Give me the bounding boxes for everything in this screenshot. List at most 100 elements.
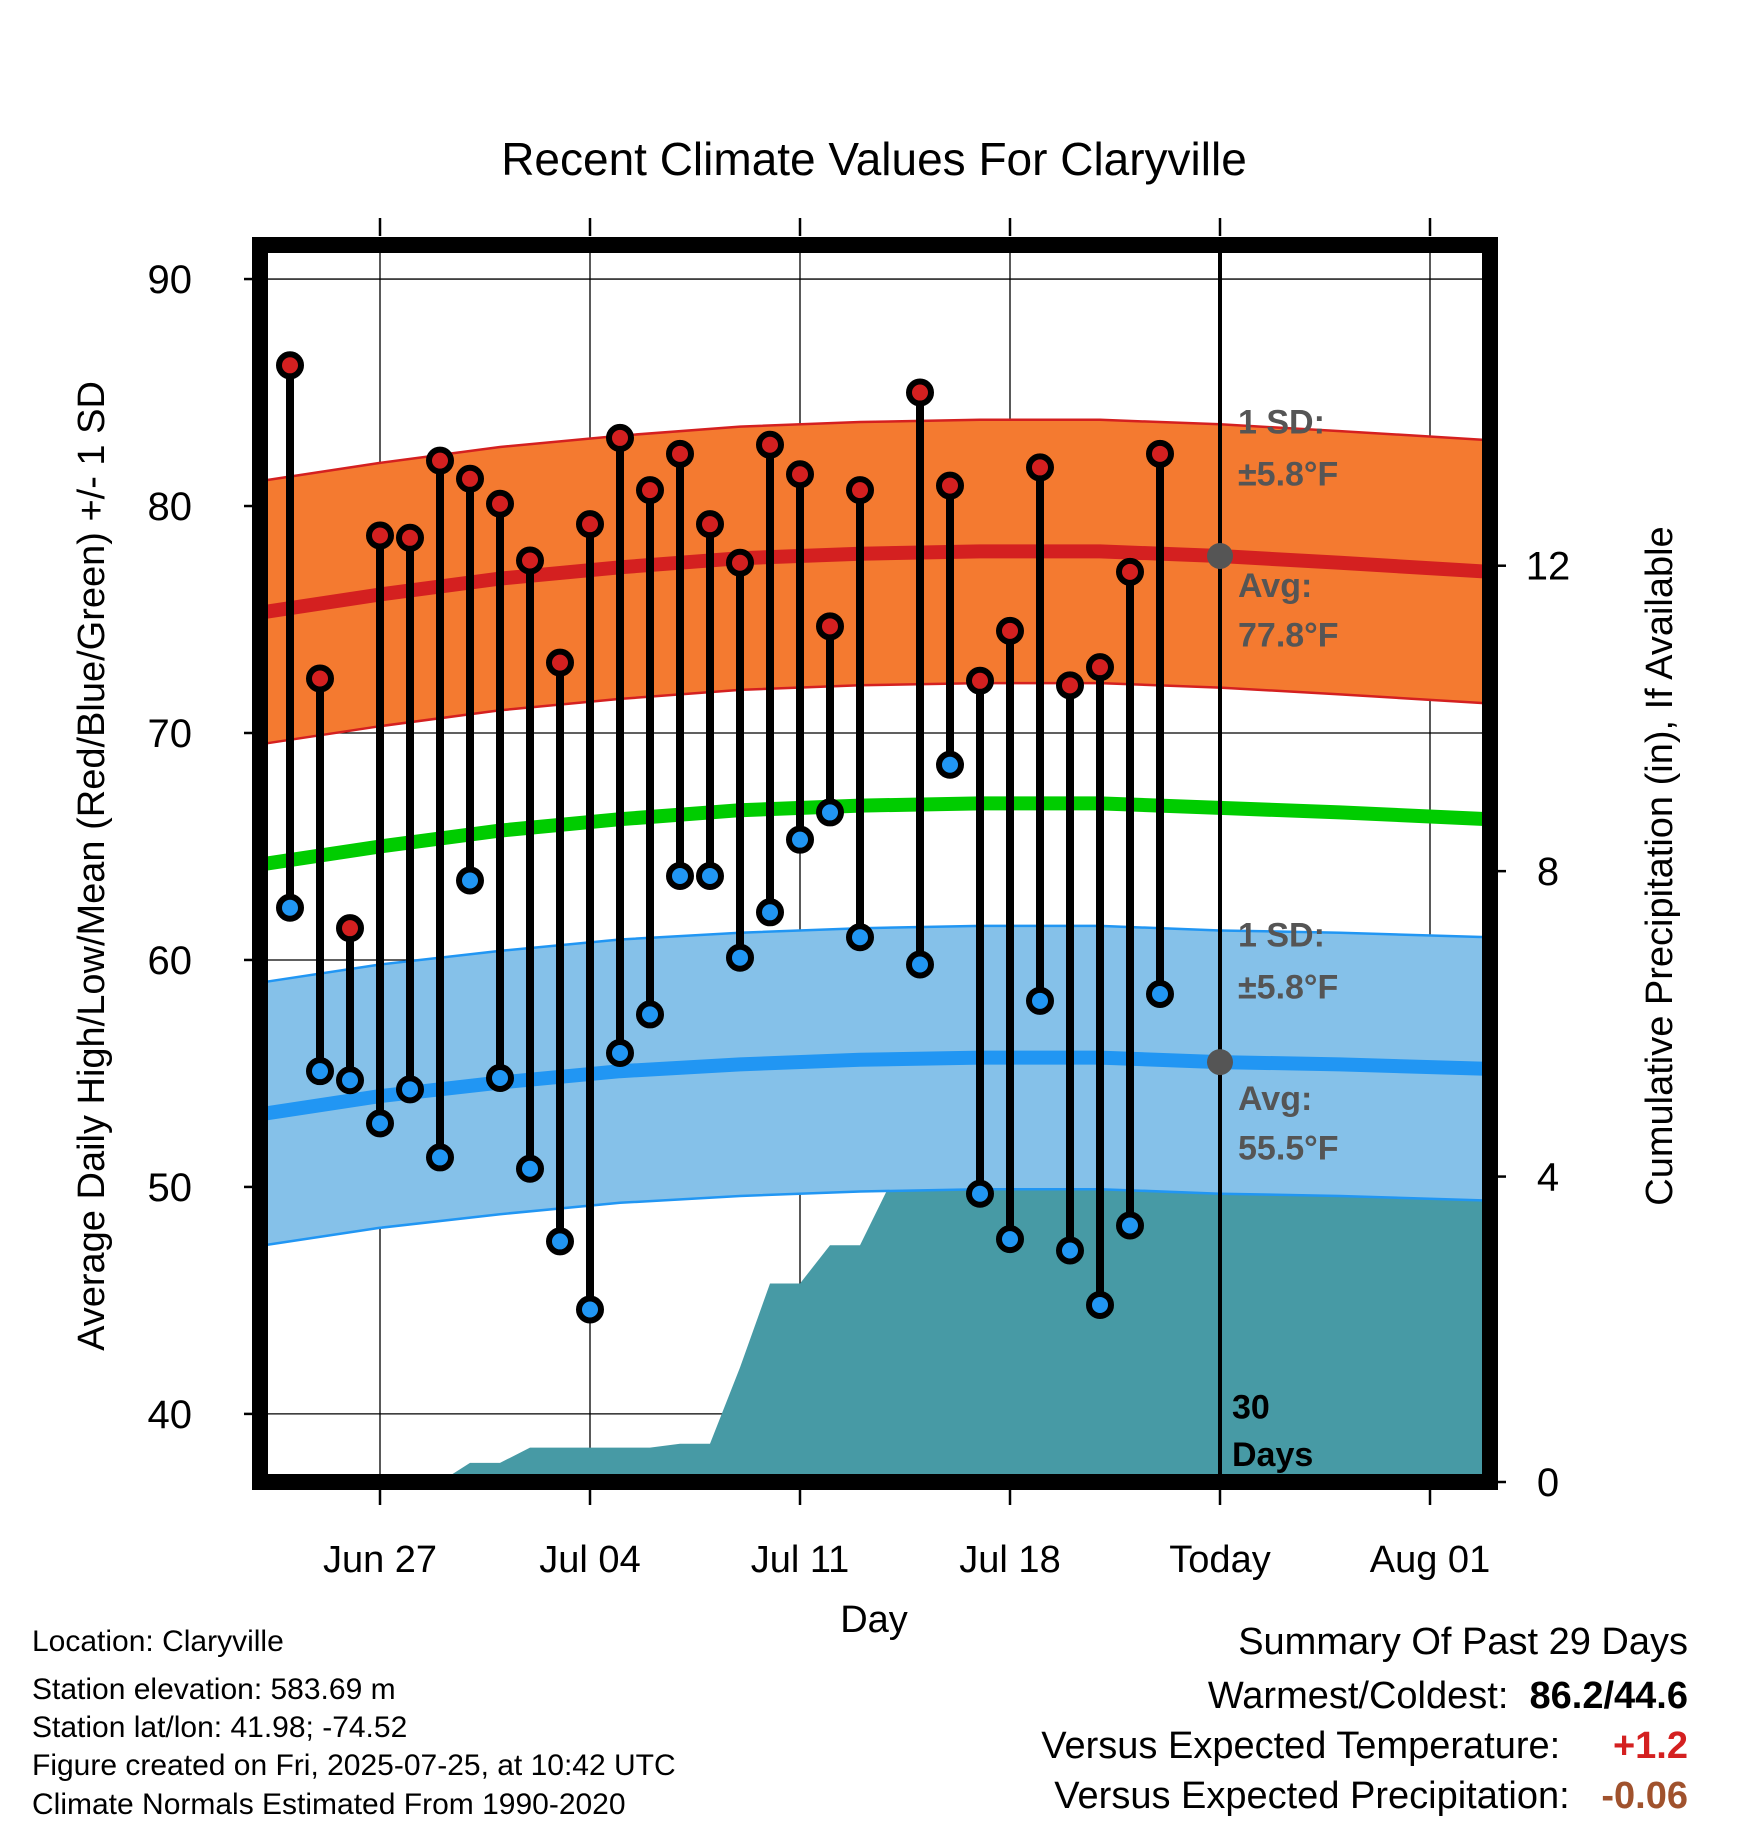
y-tick-label: 80	[148, 485, 193, 529]
low-point	[1056, 1236, 1084, 1265]
info-elevation: Station elevation: 583.69 m	[32, 1673, 396, 1706]
low-point	[666, 861, 694, 890]
low-point	[756, 898, 784, 927]
high-point	[756, 430, 784, 459]
high-point	[546, 648, 574, 677]
low-point	[306, 1057, 334, 1086]
days-label: Days	[1232, 1436, 1313, 1474]
low-point	[1026, 986, 1054, 1015]
low-point	[1116, 1211, 1144, 1240]
high-point	[666, 439, 694, 468]
y2-tick-label: 0	[1537, 1461, 1559, 1505]
high-point	[696, 510, 724, 539]
y2-tick-label: 4	[1537, 1156, 1559, 1200]
low-point	[486, 1063, 514, 1092]
y-axis-label: Average Daily High/Low/Mean (Red/Blue/Gr…	[71, 381, 113, 1351]
low-point	[786, 825, 814, 854]
low-point	[1146, 980, 1174, 1009]
high-point	[306, 664, 334, 693]
today-low-avg-marker	[1207, 1049, 1233, 1076]
summary-temp-value: +1.2	[1612, 1725, 1688, 1767]
low-sd-label: 1 SD:	[1238, 916, 1325, 954]
high-point	[1056, 671, 1084, 700]
low-normal-band-lower	[259, 1187, 1491, 1248]
y-tick-label: 70	[148, 712, 193, 756]
x-tick-label: Aug 01	[1370, 1539, 1490, 1581]
info-latlon: Station lat/lon: 41.98; -74.52	[32, 1711, 408, 1744]
high-point	[1086, 653, 1114, 682]
low-normal-band	[260, 925, 1490, 1246]
x-axis-label: Day	[840, 1599, 908, 1641]
low-point	[816, 798, 844, 827]
high-point	[726, 548, 754, 577]
low-avg-label: Avg:	[1238, 1080, 1312, 1118]
high-point	[426, 446, 454, 475]
low-point	[276, 893, 304, 922]
low-normal-avg-line	[258, 1050, 1491, 1122]
low-point	[996, 1225, 1024, 1254]
precip-area	[260, 1142, 1490, 1482]
low-point	[396, 1075, 424, 1104]
low-point	[606, 1039, 634, 1068]
high-point	[576, 510, 604, 539]
high-point	[516, 546, 544, 575]
low-point	[726, 943, 754, 972]
low-point	[456, 866, 484, 895]
y-tick-label: 60	[148, 939, 193, 983]
summary-warm-cold-value: 86.2/44.6	[1529, 1675, 1688, 1717]
low-point	[846, 923, 874, 952]
low-point	[546, 1227, 574, 1256]
high-point	[1146, 439, 1174, 468]
info-created: Figure created on Fri, 2025-07-25, at 10…	[32, 1749, 676, 1782]
summary-precip-label: Versus Expected Precipitation:	[1054, 1775, 1570, 1817]
x-tick-label: Jul 04	[539, 1539, 640, 1581]
high-point	[936, 471, 964, 500]
high-point	[276, 351, 304, 380]
mean-normal-line	[258, 796, 1491, 872]
summary-temp-label: Versus Expected Temperature:	[1041, 1725, 1561, 1767]
plot-area: 1 SD: ±5.8°F Avg: 77.8°F 1 SD: ±5.8°F Avg: 55.5…	[148, 218, 1571, 1581]
high-point	[966, 666, 994, 695]
summary-temp: Versus Expected Temperature: +1.2	[1041, 1725, 1688, 1768]
high-point	[486, 489, 514, 518]
y-tick-label: 50	[148, 1166, 193, 1210]
x-tick-label: Jul 11	[751, 1539, 850, 1581]
high-point	[906, 378, 934, 407]
low-sd-value: ±5.8°F	[1238, 969, 1338, 1007]
days-count: 30	[1232, 1388, 1270, 1426]
y-tick-label: 90	[148, 258, 193, 302]
high-point	[846, 476, 874, 505]
low-point	[936, 750, 964, 779]
low-point	[366, 1109, 394, 1138]
low-point	[516, 1154, 544, 1183]
low-point	[636, 1000, 664, 1029]
today-high-avg-marker	[1207, 542, 1233, 569]
high-normal-band-upper	[259, 418, 1491, 483]
summary-precip: Versus Expected Precipitation: -0.06	[1054, 1775, 1688, 1818]
low-point	[576, 1295, 604, 1324]
x-tick-label: Today	[1169, 1539, 1270, 1581]
high-point	[456, 464, 484, 493]
summary-warm-cold: Warmest/Coldest: 86.2/44.6	[1208, 1675, 1688, 1718]
high-point	[366, 521, 394, 550]
low-point	[906, 950, 934, 979]
x-tick-label: Jul 18	[959, 1539, 1060, 1581]
info-normals: Climate Normals Estimated From 1990-2020	[32, 1788, 626, 1821]
high-point	[1026, 453, 1054, 482]
low-point	[1086, 1290, 1114, 1319]
chart-title: Recent Climate Values For Claryville	[501, 133, 1247, 185]
y2-tick-label: 8	[1537, 850, 1559, 894]
low-point	[696, 861, 724, 890]
summary-precip-value: -0.06	[1601, 1775, 1688, 1817]
low-point	[426, 1143, 454, 1172]
high-avg-label: Avg:	[1238, 567, 1312, 605]
high-point	[336, 914, 364, 943]
summary-warm-cold-label: Warmest/Coldest:	[1207, 1675, 1509, 1717]
high-sd-value: ±5.8°F	[1238, 456, 1338, 494]
high-point	[606, 423, 634, 452]
high-point	[1116, 557, 1144, 586]
y2-tick-label: 12	[1526, 545, 1571, 589]
x-tick-label: Jun 27	[323, 1539, 437, 1581]
y2-axis-label: Cumulative Precipitation (in), If Availa…	[1639, 526, 1681, 1205]
